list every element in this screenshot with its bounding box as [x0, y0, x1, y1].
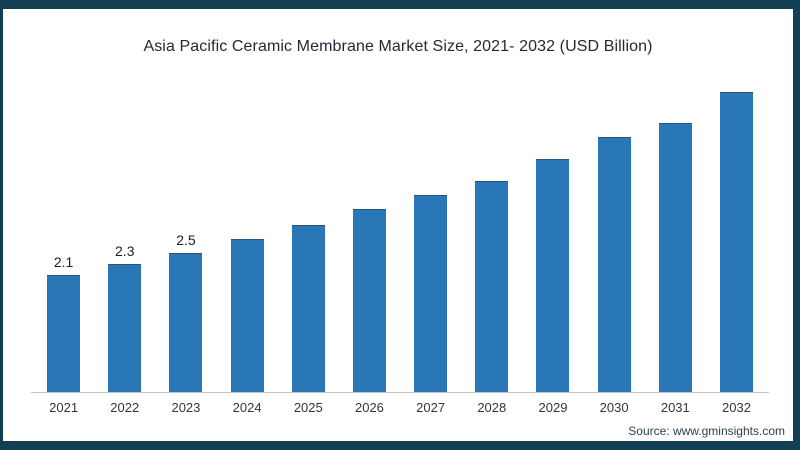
x-tick-label-2022: 2022	[110, 400, 140, 415]
bar-2024	[230, 239, 264, 392]
x-tick-label-2032: 2032	[722, 400, 751, 415]
bar-slot-2022: 2.3	[94, 57, 155, 392]
bar-2026	[352, 209, 386, 392]
bar-2031	[658, 123, 692, 392]
bar-value-label-2021: 2.1	[53, 254, 74, 270]
x-tick-label-2026: 2026	[354, 400, 384, 415]
source-credit: Source: www.gminsights.com	[628, 424, 785, 438]
bar-slot-2028	[461, 57, 522, 392]
bar-2032	[719, 92, 753, 392]
x-axis-line	[31, 392, 769, 393]
x-tick-label-2021: 2021	[49, 400, 79, 415]
bar-value-label-2022: 2.3	[115, 243, 135, 259]
bar-slot-2027	[400, 57, 461, 392]
bar-slot-2024	[217, 57, 278, 392]
bar-2021	[47, 275, 81, 392]
x-tick-label-2030: 2030	[599, 400, 629, 415]
x-tick-label-2028: 2028	[477, 400, 507, 415]
x-tick-label-2025: 2025	[293, 400, 323, 415]
chart-title: Asia Pacific Ceramic Membrane Market Siz…	[143, 38, 653, 55]
bar-2025	[291, 225, 325, 392]
bar-slot-2025	[278, 57, 339, 392]
bar-2022	[108, 264, 142, 392]
x-tick-label-2024: 2024	[232, 400, 262, 415]
bar-2027	[414, 195, 448, 392]
bar-slot-2023: 2.5	[155, 57, 216, 392]
bar-value-label-2023: 2.5	[176, 232, 196, 248]
bar-slot-2032	[706, 57, 767, 392]
bar-2023	[169, 253, 203, 392]
x-tick-label-2031: 2031	[660, 400, 690, 415]
x-tick-label-2029: 2029	[538, 400, 568, 415]
bar-slot-2021: 2.1	[33, 57, 94, 392]
bars: 2.1 2.3 2.5	[33, 57, 767, 392]
bar-2029	[536, 159, 570, 392]
bar-slot-2030	[584, 57, 645, 392]
bar-slot-2029	[522, 57, 583, 392]
bar-slot-2026	[339, 57, 400, 392]
x-tick-label-2023: 2023	[171, 400, 201, 415]
bar-slot-2031	[645, 57, 706, 392]
x-axis-labels: 2021 2022 2023 2024 2025 2026 2027 2028 2029 2030…	[33, 400, 767, 415]
x-tick-label-2027: 2027	[416, 400, 446, 415]
bar-2028	[475, 181, 509, 392]
bar-2030	[597, 137, 631, 392]
